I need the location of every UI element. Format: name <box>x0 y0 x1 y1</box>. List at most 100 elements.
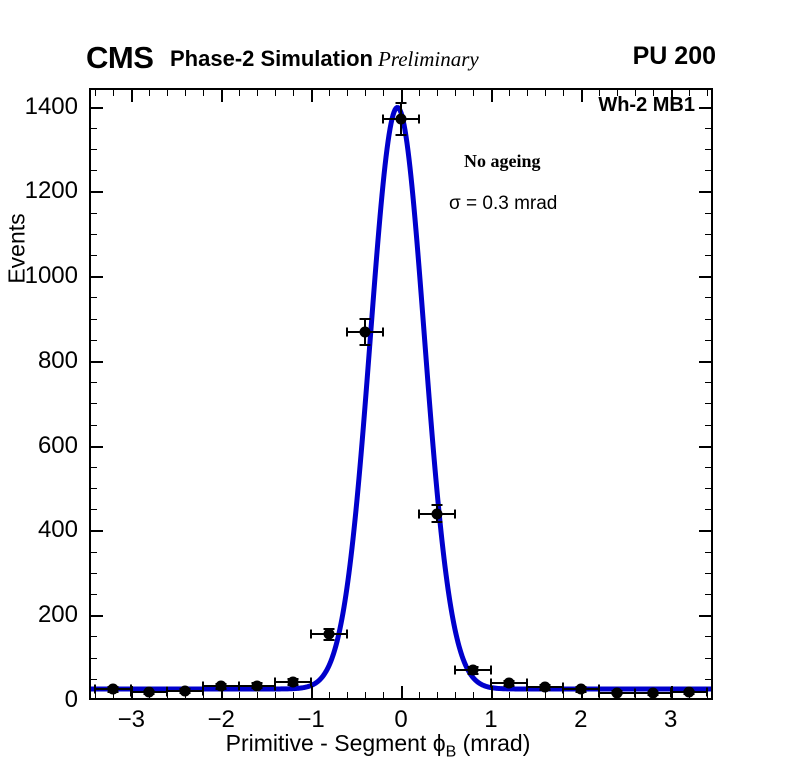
x-tick-minor-top <box>257 88 259 96</box>
cms-logo: CMS <box>86 40 154 75</box>
x-tick-label: 1 <box>484 706 498 733</box>
error-bar-x-cap <box>166 686 169 696</box>
y-tick-minor-right <box>705 678 713 680</box>
y-tick-minor <box>89 233 97 235</box>
x-axis-title-subscript: B <box>445 743 457 761</box>
error-bar-x-cap <box>238 681 241 691</box>
x-tick-minor <box>472 692 474 700</box>
y-tick-minor-right <box>705 297 713 299</box>
x-tick-label: −1 <box>297 706 325 733</box>
y-tick-minor <box>89 551 97 553</box>
error-bar-x-cap <box>274 677 277 687</box>
x-tick-minor <box>634 692 636 700</box>
x-tick-minor-top <box>418 88 420 96</box>
x-tick-minor-top <box>185 88 187 96</box>
x-tick-minor <box>652 692 654 700</box>
y-tick-minor <box>89 678 97 680</box>
y-tick-major <box>89 615 103 618</box>
x-tick-minor <box>508 692 510 700</box>
x-tick-major <box>131 686 134 700</box>
x-tick-major <box>221 686 224 700</box>
x-tick-minor-top <box>149 88 151 96</box>
y-tick-major-right <box>699 615 713 618</box>
y-tick-minor-right <box>705 170 713 172</box>
x-tick-minor <box>418 692 420 700</box>
y-tick-minor-right <box>705 488 713 490</box>
simulation-label: Phase-2 Simulation <box>170 46 373 71</box>
data-point <box>539 681 551 693</box>
x-tick-minor <box>436 692 438 700</box>
x-tick-major-top <box>311 88 314 102</box>
x-tick-major-top <box>670 88 673 102</box>
x-tick-major-top <box>131 88 134 102</box>
y-tick-major-right <box>699 276 713 279</box>
x-tick-minor <box>257 692 259 700</box>
error-bar-x-cap <box>525 682 528 692</box>
x-tick-label: −2 <box>207 706 235 733</box>
y-tick-minor-right <box>705 509 713 511</box>
y-tick-minor <box>89 170 97 172</box>
sigma-annotation: σ = 0.3 mrad <box>449 193 558 214</box>
error-bar-x-cap <box>417 114 420 124</box>
x-tick-minor-top <box>652 88 654 96</box>
x-tick-minor-top <box>347 88 349 96</box>
y-tick-minor-right <box>705 403 713 405</box>
pileup-label: PU 200 <box>632 42 716 70</box>
error-bar-x-cap <box>346 629 349 639</box>
error-bar-x-cap <box>382 327 385 337</box>
y-tick-label: 1000 <box>24 262 78 290</box>
y-tick-minor <box>89 572 97 574</box>
error-bar-x-cap <box>453 509 456 519</box>
error-bar-y-cap <box>395 134 407 137</box>
y-tick-label: 400 <box>37 516 78 544</box>
x-tick-minor-top <box>508 88 510 96</box>
y-tick-major <box>89 106 103 109</box>
y-tick-minor <box>89 149 97 151</box>
x-tick-major <box>490 686 493 700</box>
y-tick-minor-right <box>705 424 713 426</box>
x-tick-minor <box>95 692 97 700</box>
y-tick-minor-right <box>705 594 713 596</box>
x-tick-major <box>401 686 403 700</box>
y-tick-minor <box>89 509 97 511</box>
y-tick-minor <box>89 254 97 256</box>
y-tick-major <box>89 191 103 194</box>
y-tick-major <box>89 360 103 363</box>
y-tick-minor <box>89 318 97 320</box>
x-tick-minor <box>526 692 528 700</box>
x-tick-minor-top <box>203 88 205 96</box>
x-tick-minor <box>167 692 169 700</box>
y-tick-label: 200 <box>37 601 78 629</box>
x-tick-minor-top <box>544 88 546 96</box>
x-tick-minor <box>293 692 295 700</box>
error-bar-x-cap <box>202 681 205 691</box>
x-tick-minor-top <box>436 88 438 96</box>
error-bar-x-cap <box>310 677 313 687</box>
y-tick-minor <box>89 594 97 596</box>
x-tick-minor <box>688 692 690 700</box>
y-tick-minor <box>89 127 97 129</box>
error-bar-x-cap <box>310 629 313 639</box>
y-tick-minor <box>89 297 97 299</box>
data-point <box>503 677 515 689</box>
x-tick-minor-top <box>706 88 708 96</box>
y-tick-label: 1400 <box>24 92 78 120</box>
data-point <box>395 113 407 125</box>
y-tick-minor <box>89 657 97 659</box>
y-tick-minor-right <box>705 382 713 384</box>
y-tick-minor-right <box>705 339 713 341</box>
detector-region-label: Wh-2 MB1 <box>598 94 695 116</box>
y-tick-minor-right <box>705 212 713 214</box>
error-bar-x-cap <box>453 665 456 675</box>
x-tick-major-top <box>401 88 403 102</box>
error-bar-y-cap <box>359 343 371 346</box>
x-tick-minor <box>329 692 331 700</box>
x-tick-major-top <box>490 88 493 102</box>
y-tick-label: 1200 <box>24 177 78 205</box>
data-point <box>287 676 299 688</box>
x-tick-minor <box>562 692 564 700</box>
x-tick-label: 2 <box>574 706 588 733</box>
y-tick-label: 800 <box>37 346 78 374</box>
data-point <box>251 680 263 692</box>
y-tick-minor-right <box>705 636 713 638</box>
